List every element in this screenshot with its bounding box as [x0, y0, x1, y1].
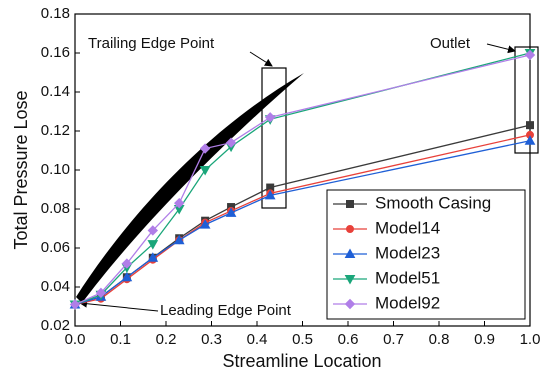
- marker: [173, 234, 185, 245]
- legend-label: Model14: [375, 218, 440, 237]
- marker: [526, 121, 534, 130]
- marker: [344, 275, 356, 285]
- marker: [346, 225, 354, 233]
- legend-label: Smooth Casing: [375, 193, 491, 212]
- x-tick-label: 1.0: [520, 331, 541, 348]
- marker: [225, 137, 237, 148]
- legend-label: Model92: [375, 293, 440, 312]
- marker: [225, 207, 237, 217]
- x-tick-label: 0.7: [383, 331, 404, 348]
- marker: [524, 135, 536, 145]
- y-tick-label: 0.08: [41, 200, 70, 217]
- y-tick-label: 0.02: [41, 317, 70, 334]
- marker: [173, 197, 185, 209]
- annotation: Trailing Edge Point: [88, 35, 215, 52]
- x-tick-label: 0.8: [429, 331, 450, 348]
- y-tick-label: 0.16: [41, 44, 70, 61]
- x-tick-label: 0.6: [338, 331, 359, 348]
- marker: [346, 200, 354, 208]
- y-tick-label: 0.14: [41, 83, 70, 100]
- arrow: [249, 51, 273, 67]
- x-axis-title: Streamline Location: [222, 351, 381, 371]
- x-tick-label: 0.3: [201, 331, 222, 348]
- x-tick-label: 0.0: [65, 331, 86, 348]
- y-tick-label: 0.06: [41, 239, 70, 256]
- arrow: [486, 43, 516, 54]
- x-tick-label: 0.4: [247, 331, 268, 348]
- marker: [147, 240, 159, 250]
- marker: [264, 189, 276, 200]
- marker: [264, 112, 276, 123]
- marker: [344, 298, 356, 310]
- marker: [344, 248, 356, 258]
- marker: [199, 219, 211, 229]
- legend-label: Model51: [375, 268, 440, 287]
- marker: [121, 258, 133, 269]
- blade-shape: [76, 73, 304, 303]
- legend-label: Model23: [375, 243, 440, 262]
- arrow: [79, 299, 159, 312]
- marker: [524, 49, 536, 61]
- outlet-box: [514, 46, 539, 154]
- legend: Smooth Casing Model14 Model23 Model51 Model9…: [326, 189, 526, 320]
- y-tick-label: 0.18: [41, 5, 70, 22]
- x-tick-label: 0.1: [110, 331, 131, 348]
- marker: [95, 287, 107, 299]
- marker: [69, 299, 81, 310]
- annotation: Leading Edge Point: [160, 302, 292, 319]
- y-tick-label: 0.10: [41, 161, 70, 178]
- y-axis-title: Total Pressure Lose: [11, 90, 31, 249]
- x-tick-label: 0.9: [474, 331, 495, 348]
- marker: [199, 166, 211, 176]
- annotation: Outlet: [430, 35, 471, 52]
- y-tick-label: 0.04: [41, 278, 70, 295]
- x-tick-label: 0.2: [156, 331, 177, 348]
- trailing-box: [261, 67, 287, 209]
- marker: [121, 271, 133, 282]
- marker: [199, 143, 211, 154]
- marker: [147, 252, 159, 262]
- y-tick-label: 0.12: [41, 122, 70, 139]
- x-tick-label: 0.5: [292, 331, 313, 348]
- marker: [147, 225, 159, 236]
